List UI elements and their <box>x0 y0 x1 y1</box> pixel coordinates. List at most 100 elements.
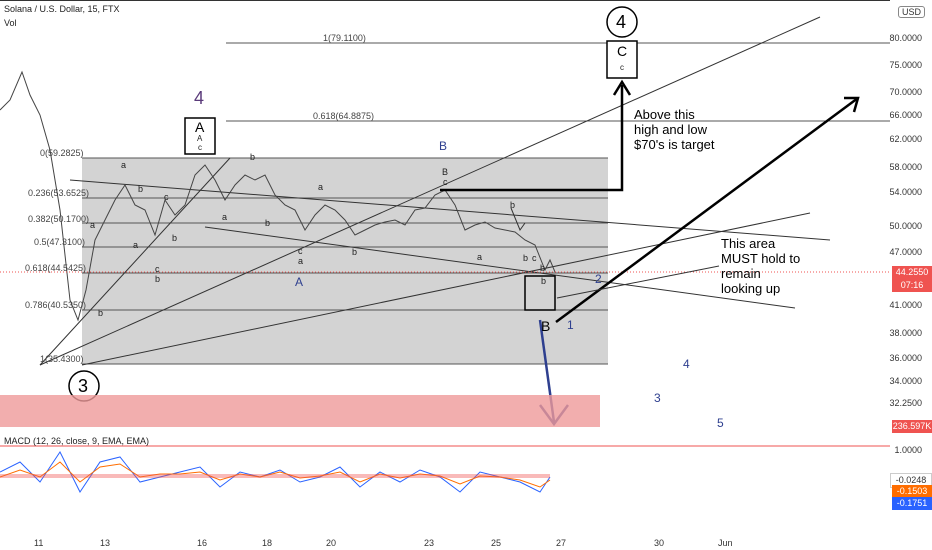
fib-label: 1(35.4300) <box>40 354 84 364</box>
box-C <box>606 40 638 79</box>
macd-pane[interactable] <box>0 432 890 532</box>
target-arrow <box>440 79 632 192</box>
time-tick: 13 <box>100 538 111 548</box>
B-label: B <box>439 139 448 153</box>
wave-label: b <box>352 247 358 257</box>
pane-separator <box>0 0 890 1</box>
box-A-label: A <box>195 119 205 135</box>
fib-label: 0.786(40.5350) <box>25 300 87 310</box>
box-B <box>524 275 556 311</box>
price-tick: 80.0000 <box>889 33 922 43</box>
time-tick: 11 <box>34 538 44 548</box>
price-series <box>0 70 556 322</box>
volume-label: Vol <box>4 18 17 28</box>
price-tick: 47.0000 <box>889 247 922 257</box>
time-tick: 20 <box>326 538 337 548</box>
B-small-label: B <box>442 167 449 177</box>
wave-label: b <box>98 308 104 318</box>
wave-1-label: 1 <box>567 318 574 332</box>
fib-label: 1(79.1100) <box>323 33 366 43</box>
box-A-sub-c: c <box>198 143 202 152</box>
macd-top-tick: 1.0000 <box>894 445 922 455</box>
price-tick: 58.0000 <box>889 162 922 172</box>
box-B-label: B <box>541 318 551 334</box>
time-tick: 30 <box>654 538 665 548</box>
fib-label: 0.618(64.8875) <box>313 111 375 121</box>
fib-label: 0.236(53.6525) <box>28 188 90 198</box>
wave4-purple-label: 4 <box>194 88 205 108</box>
price-tick: 41.0000 <box>889 300 922 310</box>
wave-label: b <box>172 233 178 243</box>
time-tick: 16 <box>197 538 208 548</box>
wave-label: a <box>477 252 483 262</box>
time-tick: 23 <box>424 538 435 548</box>
wave-label: b <box>265 218 271 228</box>
note-support-area: This area MUST hold to remain looking up <box>721 236 801 296</box>
wave-label: a <box>298 256 304 266</box>
fib-label: 0.382(50.1700) <box>28 214 90 224</box>
wave-label: a <box>133 240 139 250</box>
price-tick: 54.0000 <box>889 187 922 197</box>
price-tick: 70.0000 <box>889 87 922 97</box>
wave-label: b <box>541 276 547 286</box>
price-tick: 32.2500 <box>889 398 922 408</box>
wave-label: a <box>222 212 228 222</box>
signal-line <box>0 461 551 488</box>
currency-badge[interactable]: USD <box>898 6 926 18</box>
box-A <box>184 117 216 155</box>
time-tick: 18 <box>262 538 273 548</box>
wave-label: a <box>121 160 127 170</box>
wave-label: b <box>540 263 546 273</box>
wave-label: b <box>250 152 256 162</box>
macd-line <box>0 451 551 493</box>
wave-label: b <box>155 274 161 284</box>
wave-4-label: 4 <box>683 357 690 371</box>
wave-5-label: 5 <box>717 416 724 430</box>
wave-label: a <box>318 182 324 192</box>
price-tick: 62.0000 <box>889 134 922 144</box>
countdown-tag: 07:16 <box>892 279 932 292</box>
box-C-sub-c: c <box>620 63 624 72</box>
time-tick: 27 <box>556 538 567 548</box>
fib-label: 0.5(47.3100) <box>34 237 86 247</box>
macd-label: MACD (12, 26, close, 9, EMA, EMA) <box>4 436 150 446</box>
wave-label: c <box>155 264 160 274</box>
price-tick: 50.0000 <box>889 221 922 231</box>
time-tick: Jun <box>718 538 733 548</box>
wave4-circle <box>606 6 638 38</box>
wave4-circle-label: 4 <box>616 12 627 32</box>
note-target: Above this high and low $70's is target <box>634 107 715 152</box>
wave-label: c <box>532 253 537 263</box>
wave-label: b <box>510 200 516 210</box>
wave-2-label: 2 <box>595 272 602 286</box>
volume-tag: 236.597K <box>892 420 932 433</box>
up-arrow-long <box>555 96 860 324</box>
fib-retracement-zone <box>82 158 608 364</box>
last-price-tag: 44.2550 <box>892 266 932 279</box>
wave3-circle-label: 3 <box>78 376 89 396</box>
trend-lines <box>39 16 831 366</box>
B-small-c: c <box>443 177 448 187</box>
price-tick: 75.0000 <box>889 60 922 70</box>
wave-label: b <box>138 184 144 194</box>
price-tick: 66.0000 <box>889 110 922 120</box>
macd-histogram <box>0 474 550 478</box>
wave-label: b <box>523 253 529 263</box>
fib-label: 0.618(44.5425) <box>25 263 87 273</box>
box-A-sub-a: A <box>197 134 203 143</box>
box-C-label: C <box>617 43 628 59</box>
wave-label: a <box>90 220 96 230</box>
wave-label: c <box>164 192 169 202</box>
price-tick: 38.0000 <box>889 328 922 338</box>
A-label: A <box>295 275 304 289</box>
wave-3-label: 3 <box>654 391 661 405</box>
fib-label: 0(59.2825) <box>40 148 84 158</box>
price-tick: 34.0000 <box>889 376 922 386</box>
wave-label: c <box>298 246 303 256</box>
signal-value-tag: -0.1503 <box>892 485 932 498</box>
main-chart[interactable] <box>0 0 890 430</box>
volume-bars <box>0 395 600 427</box>
price-tick: 36.0000 <box>889 353 922 363</box>
pointer-arrows <box>510 207 720 299</box>
symbol-title: Solana / U.S. Dollar, 15, FTX <box>4 4 120 14</box>
